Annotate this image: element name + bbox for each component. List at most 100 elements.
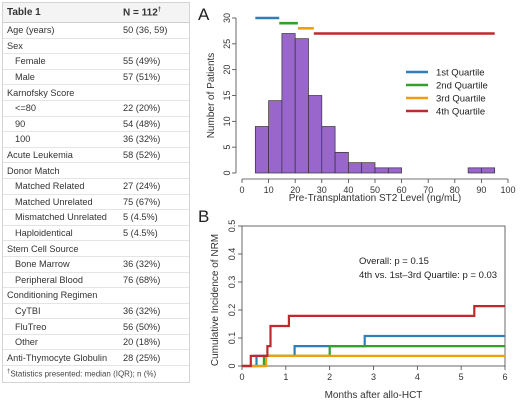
row-value: 36 (32%) — [123, 134, 161, 145]
table-body: Age (years) 50 (36, 59) Sex Female 55 (49%) M… — [3, 23, 189, 367]
nrm-incidence-chart-b: B 0 1 2 3 4 5 6 0 0.1 0.2 0.3 0.4 0.5 Months after all… — [198, 207, 508, 401]
histogram-bar — [467, 167, 482, 174]
x-tick-label: 30 — [317, 185, 327, 195]
row-label: Donor Match — [7, 165, 60, 176]
row-value: 57 (51%) — [123, 72, 161, 83]
row-label: <=80 — [15, 103, 36, 114]
y-tick-label: 0 — [222, 170, 232, 175]
y-axis-title: Cumulative Incidence of NRM — [210, 234, 221, 366]
row-label: Bone Marrow — [15, 259, 70, 270]
row-label: Age (years) — [7, 25, 55, 36]
table-row: Anti-Thymocyte Globulin 28 (25%) — [3, 350, 189, 367]
table-row: Male 57 (51%) — [3, 70, 189, 86]
p-value-annotation: 4th vs. 1st–3rd Quartile: p = 0.03 — [359, 270, 497, 281]
x-tick-label: 1 — [283, 372, 288, 382]
histogram-chart-a: A0 10 20 30 40 50 60 70 80 90 100051015202530Pre-T… — [198, 5, 516, 204]
x-axis-title: Months after allo-HCT — [325, 390, 423, 401]
row-label: Anti-Thymocyte Globulin — [7, 352, 108, 363]
histogram-bar — [268, 100, 283, 174]
row-label: Other — [15, 337, 38, 348]
table-row: 100 36 (32%) — [3, 132, 189, 148]
row-value: 58 (52%) — [123, 150, 161, 161]
row-value: 50 (36, 59) — [123, 25, 168, 36]
x-tick-label: 80 — [450, 185, 460, 195]
legend-label: 2nd Quartile — [436, 81, 488, 92]
table-row: Peripheral Blood 76 (68%) — [3, 273, 189, 289]
row-label: CyTBI — [15, 305, 41, 316]
table-row: <=80 22 (20%) — [3, 101, 189, 117]
row-label: Sex — [7, 40, 23, 51]
y-tick-label: 30 — [222, 13, 232, 23]
row-label: Karnofsky Score — [7, 87, 75, 98]
histogram-bar — [308, 95, 323, 174]
x-tick-label: 100 — [500, 185, 515, 195]
y-axis-title: Number of Patients — [206, 53, 217, 139]
row-label: Matched Related — [15, 181, 85, 192]
legend-label: 1st Quartile — [436, 68, 485, 79]
x-tick-label: 5 — [459, 372, 464, 382]
incidence-series-line — [242, 354, 505, 368]
row-label: Stem Cell Source — [7, 243, 79, 254]
x-tick-label: 90 — [476, 185, 486, 195]
table-row: Age (years) 50 (36, 59) — [3, 23, 189, 39]
p-value-annotation: Overall: p = 0.15 — [359, 256, 429, 267]
y-tick-label: 0.1 — [227, 332, 237, 345]
x-tick-label: 10 — [264, 185, 274, 195]
row-value: 76 (68%) — [123, 274, 161, 285]
row-value: 20 (18%) — [123, 337, 161, 348]
x-tick-label: 0 — [239, 185, 244, 195]
row-value: 27 (24%) — [123, 181, 161, 192]
y-tick-label: 0 — [227, 363, 237, 368]
row-value: 54 (48%) — [123, 118, 161, 129]
x-tick-label: 40 — [343, 185, 353, 195]
table-row: Donor Match — [3, 163, 189, 179]
histogram-bar — [481, 167, 496, 174]
table-row: Sex — [3, 39, 189, 55]
x-tick-label: 70 — [423, 185, 433, 195]
histogram-bar — [254, 126, 269, 174]
table-row: Stem Cell Source — [3, 241, 189, 257]
x-tick-label: 4 — [415, 372, 420, 382]
table-row: 90 54 (48%) — [3, 117, 189, 133]
y-tick-label: 10 — [222, 116, 232, 126]
table-row: Matched Related 27 (24%) — [3, 179, 189, 195]
x-tick-label: 0 — [239, 372, 244, 382]
row-label: 100 — [15, 134, 31, 145]
incidence-series-line — [242, 304, 505, 368]
table-1: Table 1 N = 112† Age (years) 50 (36, 59) S… — [2, 2, 190, 383]
y-tick-label: 0.3 — [227, 276, 237, 289]
table-row: CyTBI 36 (32%) — [3, 304, 189, 320]
y-tick-label: 0.2 — [227, 304, 237, 317]
x-tick-label: 2 — [327, 372, 332, 382]
table-row: Karnofsky Score — [3, 85, 189, 101]
row-label: Matched Unrelated — [15, 196, 93, 207]
table-row: FluTreo 56 (50%) — [3, 319, 189, 335]
histogram-bar — [374, 167, 389, 174]
row-value: 55 (49%) — [123, 56, 161, 67]
row-label: Mismatched Unrelated — [15, 212, 107, 223]
histogram-bar — [281, 33, 296, 174]
table-row: Mismatched Unrelated 5 (4.5%) — [3, 210, 189, 226]
row-label: Acute Leukemia — [7, 150, 73, 161]
histogram-bar — [387, 167, 402, 174]
row-label: Conditioning Regimen — [7, 290, 98, 301]
row-value: 5 (4.5%) — [123, 228, 158, 239]
row-label: 90 — [15, 118, 26, 129]
x-tick-label: 50 — [370, 185, 380, 195]
row-label: Haploidentical — [15, 228, 73, 239]
x-tick-label: 60 — [397, 185, 407, 195]
histogram-bar — [334, 151, 349, 174]
legend-label: 4th Quartile — [436, 107, 485, 118]
panel-label-a: A — [198, 5, 210, 24]
y-tick-label: 15 — [222, 90, 232, 100]
table-row: Bone Marrow 36 (32%) — [3, 257, 189, 273]
histogram-bar — [321, 126, 336, 174]
incidence-series-line — [242, 334, 505, 368]
y-tick-label: 0.4 — [227, 248, 237, 261]
row-value: 75 (67%) — [123, 196, 161, 207]
table-row: Matched Unrelated 75 (67%) — [3, 195, 189, 211]
table-row: Acute Leukemia 58 (52%) — [3, 148, 189, 164]
table-footnote: †Statistics presented: median (IQR); n (… — [3, 366, 189, 382]
n-label: N = 112 — [123, 7, 158, 19]
table-row: Haploidentical 5 (4.5%) — [3, 226, 189, 242]
